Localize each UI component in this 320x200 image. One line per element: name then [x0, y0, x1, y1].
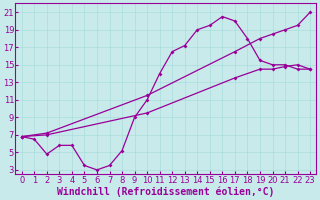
X-axis label: Windchill (Refroidissement éolien,°C): Windchill (Refroidissement éolien,°C): [57, 186, 275, 197]
